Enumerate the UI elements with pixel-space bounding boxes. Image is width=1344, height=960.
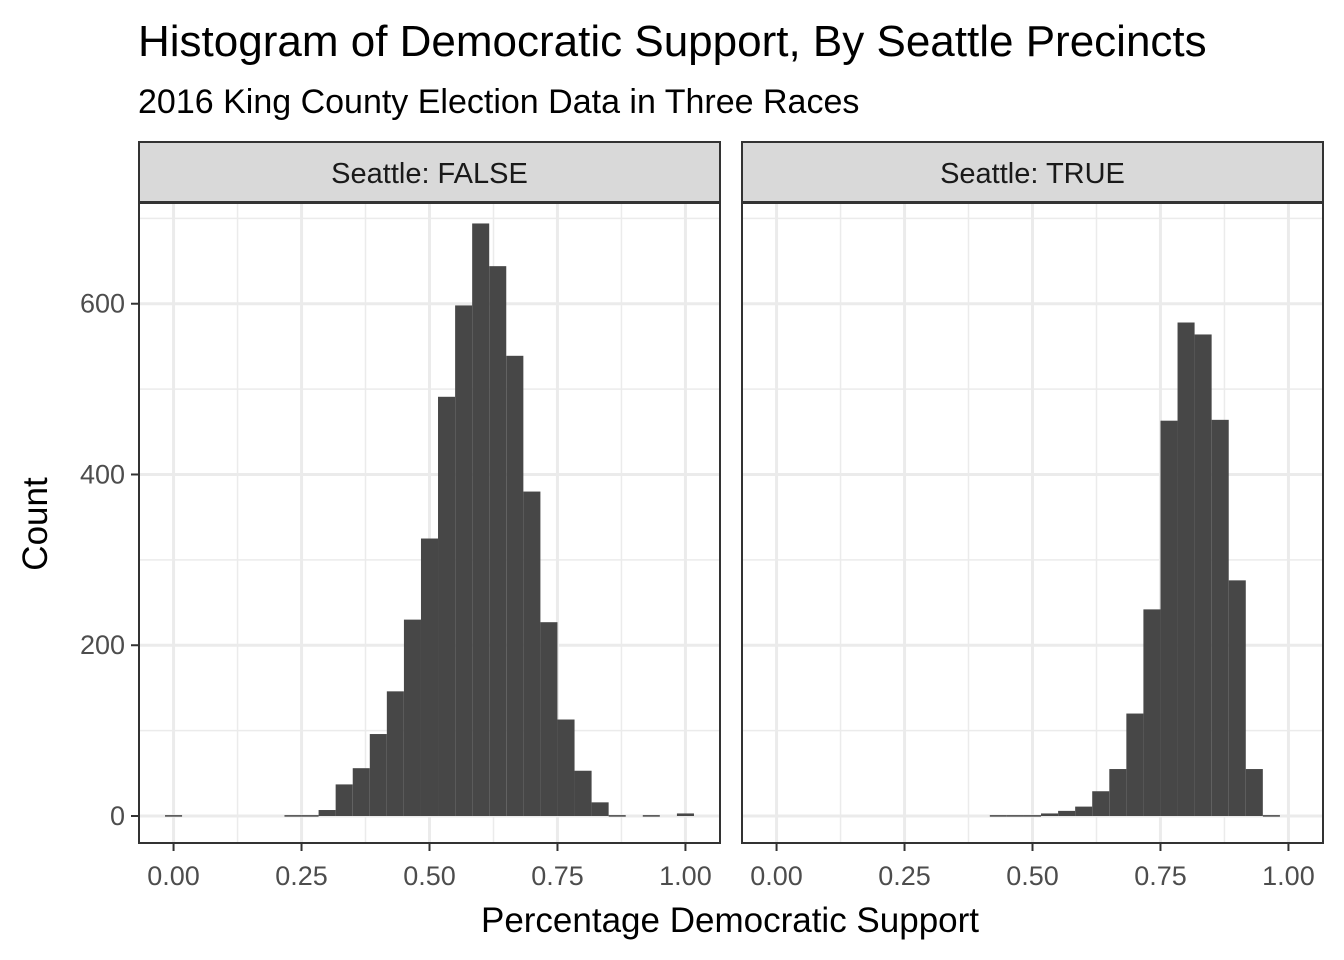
y-tick-label: 600 bbox=[80, 289, 125, 319]
histogram-bar bbox=[1160, 420, 1178, 816]
histogram-bar bbox=[301, 815, 319, 817]
histogram-bar bbox=[284, 815, 302, 817]
histogram-bar bbox=[540, 622, 558, 816]
histogram-bar bbox=[165, 815, 183, 817]
histogram-bar bbox=[455, 305, 473, 816]
histogram-bar bbox=[1006, 815, 1024, 817]
histogram-bar bbox=[1228, 580, 1246, 816]
histogram-bar bbox=[1041, 813, 1059, 816]
histogram-bar bbox=[1109, 769, 1127, 816]
histogram-bar bbox=[574, 770, 592, 816]
histogram-bar bbox=[489, 266, 507, 816]
facet-panel: Seattle: FALSE 0.00 0.25 0.50 0.75 1.00 bbox=[138, 141, 721, 891]
histogram-bar bbox=[1023, 815, 1042, 817]
histogram-bar bbox=[420, 538, 439, 816]
histogram-bar bbox=[557, 719, 575, 816]
histogram-bar bbox=[1092, 791, 1110, 816]
histogram-bar bbox=[335, 784, 353, 816]
y-axis: 0 200 400 600 bbox=[80, 289, 139, 831]
histogram-bar bbox=[1177, 322, 1195, 816]
histogram-bar bbox=[1075, 806, 1093, 816]
x-tick-label: 0.25 bbox=[878, 861, 931, 891]
histogram-bar bbox=[369, 734, 387, 816]
x-tick-label: 0.25 bbox=[275, 861, 328, 891]
histogram-bar bbox=[386, 691, 404, 816]
histogram-bar bbox=[676, 813, 694, 816]
histogram-bar bbox=[1143, 609, 1161, 816]
chart-title: Histogram of Democratic Support, By Seat… bbox=[138, 17, 1207, 66]
facet-strip bbox=[138, 141, 721, 203]
x-tick-label: 0.50 bbox=[1006, 861, 1059, 891]
histogram-bar bbox=[523, 491, 541, 816]
facet-strip-label: Seattle: FALSE bbox=[331, 158, 528, 190]
histogram-bar bbox=[1058, 810, 1076, 816]
histogram-bar bbox=[1126, 713, 1144, 816]
histogram-bar bbox=[506, 355, 524, 816]
x-axis-title: Percentage Democratic Support bbox=[481, 901, 979, 940]
facet-strip-label: Seattle: TRUE bbox=[940, 158, 1125, 190]
histogram-bar bbox=[1194, 334, 1212, 816]
x-tick-label: 0.00 bbox=[750, 861, 803, 891]
x-tick-label: 0.00 bbox=[147, 861, 200, 891]
histogram-bar bbox=[989, 815, 1007, 817]
y-tick-label: 200 bbox=[80, 630, 125, 660]
x-tick-label: 1.00 bbox=[659, 861, 712, 891]
histogram-bar bbox=[438, 396, 456, 816]
histogram-bar bbox=[1262, 815, 1280, 817]
y-tick-label: 0 bbox=[110, 801, 125, 831]
y-axis-title: Count bbox=[16, 477, 55, 571]
histogram-bar bbox=[591, 802, 609, 816]
histogram-bar bbox=[1211, 419, 1229, 816]
histogram-bar bbox=[403, 619, 421, 816]
histogram-bar bbox=[1245, 769, 1263, 816]
histogram-bar bbox=[642, 815, 660, 817]
x-tick-label: 0.75 bbox=[531, 861, 584, 891]
histogram-bar bbox=[608, 815, 626, 817]
facet-panel: Seattle: TRUE 0.00 0.25 0.50 0.75 1.00 bbox=[741, 141, 1324, 891]
histogram-bar bbox=[472, 223, 490, 816]
histogram-bar bbox=[318, 810, 336, 816]
facet-strip bbox=[741, 141, 1324, 203]
y-tick-label: 400 bbox=[80, 459, 125, 489]
x-tick-label: 0.50 bbox=[403, 861, 456, 891]
x-tick-label: 0.75 bbox=[1134, 861, 1187, 891]
histogram-bar bbox=[352, 768, 370, 816]
chart-subtitle: 2016 King County Election Data in Three … bbox=[138, 83, 859, 121]
x-tick-label: 1.00 bbox=[1262, 861, 1315, 891]
